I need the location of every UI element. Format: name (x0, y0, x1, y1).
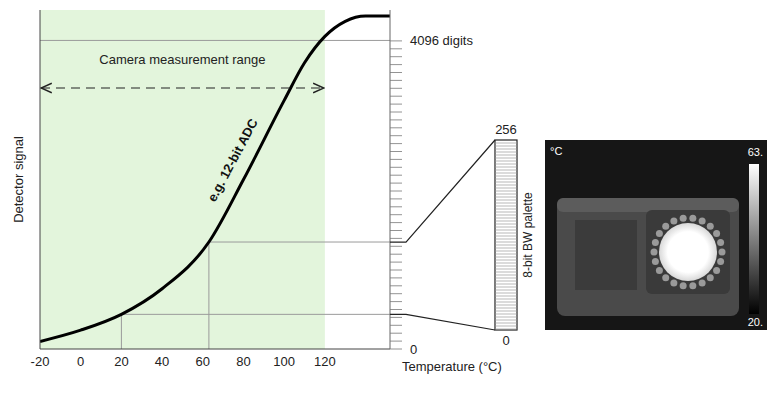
svg-text:°C: °C (550, 145, 562, 157)
svg-text:256: 256 (495, 122, 517, 137)
svg-text:120: 120 (314, 354, 336, 369)
svg-text:20.: 20. (748, 316, 763, 328)
svg-text:0: 0 (502, 333, 509, 348)
svg-text:Camera measurement range: Camera measurement range (99, 52, 265, 67)
svg-text:60: 60 (196, 354, 210, 369)
svg-text:e.g. 12-bit ADC: e.g. 12-bit ADC (204, 115, 261, 204)
svg-text:Temperature (°C): Temperature (°C) (402, 359, 502, 374)
svg-text:Detector signal: Detector signal (11, 136, 26, 223)
svg-text:4096 digits: 4096 digits (410, 33, 473, 48)
svg-text:40: 40 (155, 354, 169, 369)
svg-text:100: 100 (273, 354, 295, 369)
svg-text:8-bit BW palette: 8-bit BW palette (521, 192, 535, 278)
svg-text:-20: -20 (31, 354, 50, 369)
svg-text:20: 20 (114, 354, 128, 369)
svg-text:80: 80 (236, 354, 250, 369)
svg-text:0: 0 (410, 342, 417, 357)
svg-text:63.: 63. (748, 146, 763, 158)
svg-text:0: 0 (77, 354, 84, 369)
